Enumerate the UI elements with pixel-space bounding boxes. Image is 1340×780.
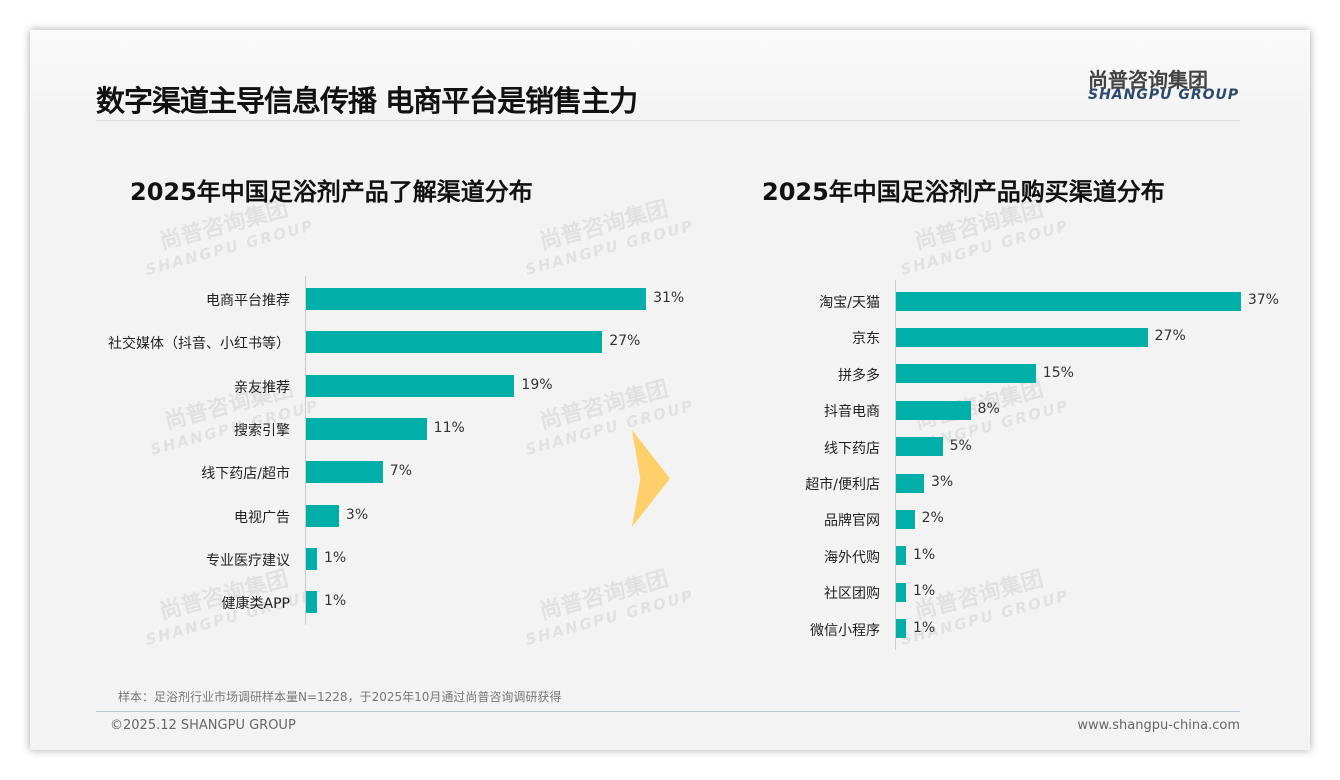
right-chart-value-label: 3%	[930, 474, 954, 490]
right-chart-value-label: 1%	[913, 546, 936, 563]
right-chart-bar	[896, 291, 1241, 311]
left-chart-category-label: 亲友推荐	[234, 379, 290, 396]
left-chart-category-label: 搜索引擎	[234, 422, 290, 439]
right-chart-value-label: 27%	[1154, 328, 1186, 345]
left-chart-category-label: 线下药店/超市	[201, 466, 290, 483]
header	[30, 30, 1310, 122]
right-chart-value-label: 1%	[913, 619, 936, 636]
left-chart-category-label: 社交媒体（抖音、小红书等）	[108, 336, 290, 353]
right-chart-bar	[896, 327, 1148, 347]
right-chart-value-label: 15%	[1042, 364, 1074, 381]
sample-note: 样本：足浴剂行业市场调研样本量N=1228，于2025年10月通过尚普咨询调研获…	[118, 690, 562, 704]
right-chart-bar	[896, 582, 906, 602]
slide: 尚普咨询集团 SHANGPU GROUP 尚普咨询集团 SHANGPU GROUP 尚普…	[30, 30, 1310, 750]
left-chart-value-label: 11%	[433, 419, 465, 436]
left-chart-bar	[306, 504, 339, 527]
right-chart-category-label: 拼多多	[838, 367, 880, 384]
right-chart-bar	[896, 619, 906, 639]
footer-divider	[96, 711, 1240, 712]
right-chart-bar	[896, 400, 971, 420]
divider	[96, 120, 1240, 121]
left-chart-value-label: 31%	[653, 290, 685, 306]
left-chart-value-label: 1%	[323, 549, 347, 566]
right-chart-bar	[896, 546, 906, 566]
left-chart-category-label: 电商平台推荐	[206, 293, 290, 309]
right-chart-category-label: 微信小程序	[810, 622, 880, 639]
right-chart-value-label: 8%	[977, 401, 1000, 418]
right-chart-category-label: 线下药店	[824, 440, 880, 457]
left-chart-value-label: 7%	[389, 463, 412, 480]
left-chart-bar	[306, 374, 515, 397]
right-chart-category-label: 淘宝/天猫	[819, 295, 880, 311]
left-chart-category-label: 健康类APP	[221, 596, 290, 613]
right-chart-bar	[896, 437, 943, 457]
watermark: 尚普咨询集团 SHANGPU GROUP	[523, 196, 697, 279]
left-chart-bar	[306, 547, 317, 570]
right-chart-bar	[896, 509, 915, 529]
left-chart-title: 2025年中国足浴剂产品了解渠道分布	[130, 178, 533, 206]
left-chart-axis	[305, 276, 306, 626]
right-chart-value-label: 2%	[921, 510, 944, 527]
left-chart-value-label: 3%	[345, 506, 369, 523]
right-chart-value-label: 37%	[1247, 292, 1279, 308]
left-chart-bar	[306, 331, 603, 354]
website-link[interactable]: www.shangpu-china.com	[1077, 718, 1240, 733]
right-chart-category-label: 海外代购	[824, 549, 880, 566]
right-chart-bar	[896, 473, 924, 493]
right-chart-axis	[895, 279, 896, 651]
logo-cn: 尚普咨询集团	[1088, 68, 1208, 92]
right-chart-category-label: 京东	[852, 331, 880, 348]
left-chart-bar	[306, 591, 317, 614]
right-chart-value-label: 1%	[913, 583, 936, 600]
right-chart-bar	[896, 364, 1036, 384]
left-chart-category-label: 专业医疗建议	[206, 552, 290, 569]
right-chart-category-label: 品牌官网	[824, 513, 880, 530]
left-chart-category-label: 电视广告	[234, 509, 290, 526]
right-chart-title: 2025年中国足浴剂产品购买渠道分布	[762, 178, 1165, 206]
left-chart-value-label: 19%	[521, 376, 553, 393]
page-title: 数字渠道主导信息传播 电商平台是销售主力	[96, 84, 638, 118]
logo-en: SHANGPU GROUP	[1088, 87, 1240, 103]
left-chart-value-label: 1%	[323, 593, 347, 610]
copyright: ©2025.12 SHANGPU GROUP	[110, 718, 296, 733]
right-chart-category-label: 超市/便利店	[805, 477, 880, 493]
left-chart-bar	[306, 288, 647, 310]
left-chart-bar	[306, 461, 383, 484]
left-chart-value-label: 27%	[609, 333, 641, 350]
left-chart-bar	[306, 417, 427, 440]
right-chart-category-label: 社区团购	[824, 586, 880, 603]
right-chart-category-label: 抖音电商	[824, 404, 880, 421]
watermark: 尚普咨询集团 SHANGPU GROUP	[898, 566, 1072, 649]
right-chart-value-label: 5%	[949, 437, 972, 454]
